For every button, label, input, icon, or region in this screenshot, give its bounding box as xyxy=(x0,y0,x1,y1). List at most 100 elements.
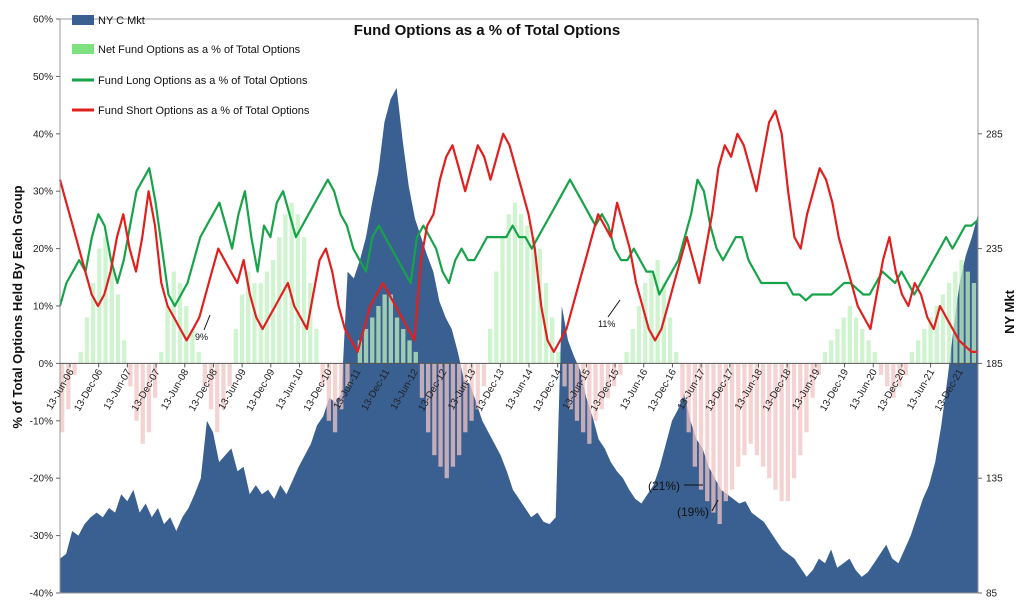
net-fund-bar xyxy=(779,363,784,502)
legend-label: Net Fund Options as a % of Total Options xyxy=(98,44,301,56)
net-fund-bar xyxy=(550,317,555,364)
net-fund-bar xyxy=(246,271,251,364)
net-fund-bar xyxy=(413,351,418,364)
legend-label: Fund Long Options as a % of Total Option… xyxy=(98,75,308,87)
net-fund-bar xyxy=(816,363,821,375)
net-fund-bar xyxy=(438,363,443,467)
net-fund-bar xyxy=(711,363,716,513)
y-tick-label: -40% xyxy=(30,589,53,600)
net-fund-bar xyxy=(878,363,884,375)
net-fund-bar xyxy=(543,283,549,364)
legend-swatch xyxy=(72,44,94,54)
net-fund-bar xyxy=(674,351,679,364)
net-fund-bar xyxy=(115,294,121,364)
net-fund-bar xyxy=(370,317,375,364)
net-fund-bar xyxy=(463,363,468,433)
net-fund-bar xyxy=(667,317,673,364)
x-tick-label: 13-Jun-07 xyxy=(102,367,134,412)
net-fund-bar xyxy=(624,351,629,364)
annotation-label: (21%) xyxy=(648,479,680,493)
net-fund-bar xyxy=(562,363,567,387)
y-tick-label: 20% xyxy=(33,244,53,255)
net-fund-bar xyxy=(705,363,710,502)
net-fund-bar xyxy=(184,306,189,364)
net-fund-bar xyxy=(394,317,400,364)
net-fund-bar xyxy=(568,363,573,410)
x-tick-label: 13-Dec-16 xyxy=(646,367,679,413)
net-fund-bar xyxy=(500,237,505,364)
x-tick-label: 13-Jun-16 xyxy=(618,367,650,412)
net-fund-bar xyxy=(159,351,164,364)
x-tick-label: 13-Dec-06 xyxy=(72,367,105,413)
net-fund-bar xyxy=(432,363,437,456)
net-fund-bar xyxy=(729,363,735,490)
net-fund-bar xyxy=(177,283,183,364)
net-fund-bar xyxy=(419,363,425,398)
series-fund-short-line xyxy=(58,109,978,353)
net-fund-bar xyxy=(308,283,313,364)
net-fund-bar xyxy=(531,237,536,364)
net-fund-bar xyxy=(556,351,561,364)
x-tick-label: 13-Jun-21 xyxy=(905,367,937,412)
net-fund-bar xyxy=(91,283,96,364)
net-fund-bar xyxy=(227,363,232,387)
x-tick-label: 13-Jun-08 xyxy=(159,367,191,412)
net-fund-bar xyxy=(357,340,362,364)
net-fund-bar xyxy=(190,329,195,364)
legend-label: Fund Short Options as a % of Total Optio… xyxy=(98,105,310,117)
net-fund-bar xyxy=(376,306,381,364)
y2-axis-title: NY Mkt xyxy=(1002,289,1017,333)
net-fund-bar xyxy=(754,363,759,456)
net-fund-bar xyxy=(314,329,319,364)
net-fund-bar xyxy=(60,363,65,433)
net-fund-bar xyxy=(208,363,214,410)
y-tick-label: -20% xyxy=(30,474,53,485)
net-fund-bar xyxy=(909,351,915,364)
chart-title: Fund Options as a % of Total Options xyxy=(354,22,620,39)
legend: NY C Mkt Net Fund Options as a % of Total… xyxy=(72,15,310,117)
net-fund-bar xyxy=(84,317,90,364)
net-fund-bar xyxy=(791,363,797,479)
net-fund-bar xyxy=(649,271,654,364)
net-fund-bar xyxy=(382,294,387,364)
net-fund-bar xyxy=(612,363,617,387)
net-fund-bar xyxy=(630,329,635,364)
net-fund-bar xyxy=(959,260,964,364)
net-fund-bar xyxy=(450,363,456,467)
net-fund-bar xyxy=(469,363,474,421)
net-fund-bar xyxy=(407,340,412,364)
y-tick-label: 40% xyxy=(33,129,53,140)
annotation-leader xyxy=(711,499,719,512)
x-tick-label: 13-Jun-10 xyxy=(274,367,306,412)
y2-tick-label: 85 xyxy=(986,589,998,600)
net-fund-bar xyxy=(847,306,852,364)
net-fund-bar xyxy=(736,363,741,467)
net-fund-bar xyxy=(519,214,524,364)
net-fund-bar xyxy=(934,306,939,364)
net-fund-bar xyxy=(922,329,927,364)
x-tick-label: 13-Dec-09 xyxy=(245,367,278,413)
net-fund-bar xyxy=(537,248,542,364)
net-fund-bar xyxy=(587,363,592,444)
annotations: 9% 11% (21%) (19%) xyxy=(195,299,719,519)
net-fund-bar xyxy=(221,363,226,410)
net-fund-bar xyxy=(426,363,431,433)
net-fund-bar xyxy=(109,260,114,364)
net-fund-bar xyxy=(872,351,877,364)
annotation-leader xyxy=(607,299,621,318)
net-fund-bar xyxy=(804,363,809,433)
legend-swatch xyxy=(72,15,94,25)
net-fund-bar xyxy=(320,363,325,387)
net-fund-bar xyxy=(457,363,462,456)
net-fund-bar xyxy=(692,363,697,467)
legend-label: NY C Mkt xyxy=(98,15,145,27)
net-fund-bar xyxy=(140,363,145,444)
net-fund-bar xyxy=(897,363,902,387)
net-fund-bar xyxy=(332,363,338,433)
y-tick-label: -30% xyxy=(30,531,53,542)
net-fund-bar xyxy=(835,329,840,364)
y-axis-title: % of Total Options Held By Each Group xyxy=(10,185,25,428)
net-fund-bar xyxy=(866,340,871,364)
net-fund-bar xyxy=(289,202,294,364)
